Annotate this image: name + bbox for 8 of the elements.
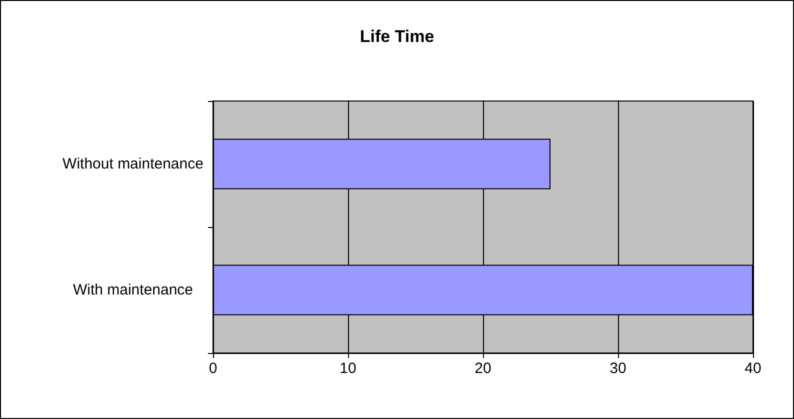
x-tick-label: 30: [610, 360, 626, 377]
x-tick-label: 10: [340, 360, 356, 377]
y-tick-label: Without maintenance: [62, 156, 204, 172]
y-tick-label: With maintenance: [72, 282, 194, 298]
x-tick-label: 20: [474, 360, 492, 377]
chart-title: Life Time: [360, 27, 434, 46]
x-tick-label: 0: [208, 360, 218, 377]
x-tick-label: 40: [744, 360, 762, 377]
